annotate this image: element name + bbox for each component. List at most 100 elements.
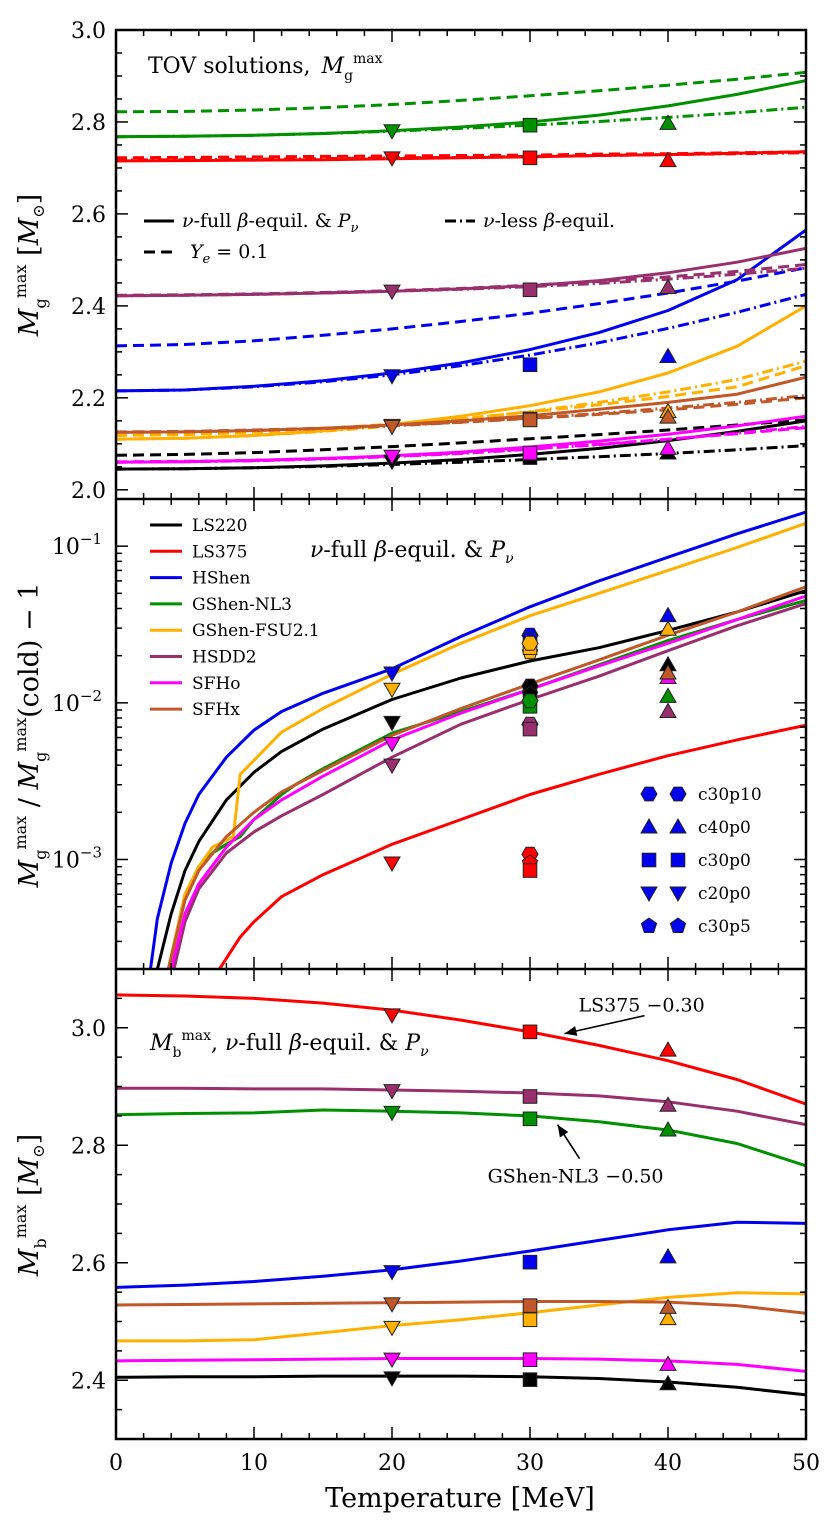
marker-2-hshen-triup-40 [659,1247,677,1264]
annotation-0: LS375 −0.30 [579,995,705,1017]
marker-2-sfho-triup-40 [659,1355,677,1371]
legend-label-ls375: LS375 [192,542,247,562]
series-0-hshen-less [116,292,806,393]
marker-legend-label-c40p0: c40p0 [698,818,751,838]
ytick-label-0-2.0: 2.0 [71,479,106,504]
series-2-ls220-full [116,1374,806,1397]
xtick-label-50: 50 [792,1451,820,1476]
marker-legend-symbol-c30p0-a [641,852,657,868]
mid-ylabel: Mgmax / Mgmax(cold) − 1 [11,583,50,889]
marker-legend-symbol-c30p5-b [669,917,687,933]
annotation-arrow-0 [564,1014,645,1035]
marker-0-ls375-square-30 [522,150,538,166]
series-2-ls375-full [116,993,806,1106]
marker-0-hshen-tridown-20 [383,369,401,385]
legend-label-ls220: LS220 [192,516,247,536]
marker-legend-symbol-c20p0-b [669,886,687,903]
annotation-arrowhead-1 [557,1124,569,1138]
marker-1-gshen-fsu2-1-triup-40 [659,620,677,636]
series-2-hshen-full [116,1220,806,1289]
marker-0-gshen-nl3-square-30 [522,117,538,133]
marker-2-gshen-nl3-tridown-20 [383,1105,401,1122]
panel-mid-title: ν-full β-equil. & Pν [310,538,514,567]
marker-1-sfho-tridown-20 [383,737,401,753]
marker-2-ls375-tridown-20 [383,1008,401,1024]
marker-0-hshen-square-30 [522,357,538,373]
marker-2-gshen-fsu2-1-triup-40 [659,1309,677,1326]
annotation-arrowhead-0 [564,1026,578,1036]
marker-1-gshen-fsu2-1-hexagon-30 [521,635,539,651]
style-legend-less: ν-less β-equil. [483,210,615,232]
series-2-hsdd2-full [116,1086,806,1127]
marker-2-gshen-nl3-triup-40 [659,1120,677,1137]
marker-2-hshen-tridown-20 [383,1265,401,1281]
panel-mbmax: 2.4 2.6 2.8 3.0 Mbmax, ν-full β-equil. & Pν… [11,968,807,1440]
marker-0-sfhx-square-30 [522,412,538,428]
series-0-hsdd2-ye [116,263,806,297]
top-ylabel: Mgmax [M⊙] [11,194,50,337]
eos-legend: LS220 LS375 HShen GShen-NL3 GShen-FSU2.1 HSDD… [150,516,320,720]
ytick-label-2-3.0: 3.0 [71,1017,106,1042]
marker-0-ls375-tridown-20 [383,151,401,167]
marker-legend-label-c20p0: c20p0 [698,884,751,904]
series-1-sfho-full [169,594,806,969]
panel-bot-title: Mbmax, ν-full β-equil. & Pν [149,1028,429,1061]
series-2-gshen-fsu2-1-full [116,1291,806,1343]
ytick-label-0-2.6: 2.6 [71,203,106,228]
x-axis: 0 10 20 30 40 50 [109,1451,820,1476]
marker-1-hshen-triup-40 [659,606,677,623]
marker-2-sfhx-triup-40 [659,1298,677,1314]
marker-legend-label-c30p5: c30p5 [698,917,751,937]
style-legend-ye: Ye = 0.1 [190,241,268,267]
series-1-gshen-fsu2-1-full [166,521,806,969]
marker-0-gshen-nl3-triup-40 [659,114,677,130]
xtick-label-30: 30 [516,1451,544,1476]
series-0-hshen-ye [116,266,806,348]
marker-2-gshen-fsu2-1-square-30 [522,1312,538,1328]
panel-mgmax: 2.0 2.2 2.4 2.6 2.8 3.0 TOV solutions, Mgmax … [11,19,807,504]
marker-legend-symbol-c30p10-a [640,786,658,802]
marker-2-hsdd2-square-30 [522,1089,538,1104]
marker-2-ls220-tridown-20 [383,1371,401,1387]
series-1-hsdd2-full [172,602,806,969]
marker-legend-symbol-c30p10-b [669,786,687,802]
ytick-label-0-2.8: 2.8 [71,111,106,136]
marker-0-hsdd2-square-30 [522,282,538,298]
series-0-ls220-ye [116,418,806,457]
marker-2-gshen-fsu2-1-tridown-20 [383,1320,401,1337]
series-1-ls375-full [218,723,806,969]
panel-frames [114,28,808,1441]
marker-2-ls220-square-30 [522,1372,538,1387]
marker-1-gshen-fsu2-1-tridown-20 [383,682,401,699]
series-0-sfhx-ye [116,396,806,434]
annotation-1: GShen-NL3 −0.50 [488,1166,664,1188]
marker-1-hsdd2-square-30 [522,721,538,737]
marker-2-hsdd2-triup-40 [659,1096,677,1112]
marker-2-gshen-nl3-square-30 [522,1111,538,1127]
ytick-label-2-2.8: 2.8 [71,1134,106,1159]
xtick-label-20: 20 [378,1451,406,1476]
ytick-label-1--3: 10−3 [52,843,102,873]
marker-0-sfho-tridown-20 [383,449,401,466]
x-axis-label: Temperature [MeV] [325,1483,595,1514]
series-1-ls220-full [155,589,806,969]
series-0-gshen-nl3-ye [116,70,806,114]
series-0-hsdd2-less [116,266,806,298]
marker-2-hshen-square-30 [522,1254,538,1270]
marker-0-gshen-nl3-tridown-20 [383,124,401,140]
xtick-label-10: 10 [240,1451,268,1476]
legend-label-gshen-nl3: GShen-NL3 [192,595,292,615]
marker-2-sfho-tridown-20 [383,1352,401,1369]
marker-0-hshen-triup-40 [659,347,677,363]
series-2-sfhx-full [116,1300,806,1315]
ytick-label-2-2.4: 2.4 [71,1369,106,1394]
marker-legend-symbol-c40p0-b [669,817,687,834]
panel-top-title-main: TOV solutions, [148,54,311,79]
marker-1-ls220-tridown-20 [383,715,401,732]
legend-label-sfhx: SFHx [192,700,240,720]
marker-legend-label-c30p10: c30p10 [698,785,762,805]
series-2-sfho-full [116,1357,806,1373]
ytick-label-2-2.6: 2.6 [71,1252,106,1277]
marker-0-sfho-triup-40 [659,439,677,455]
